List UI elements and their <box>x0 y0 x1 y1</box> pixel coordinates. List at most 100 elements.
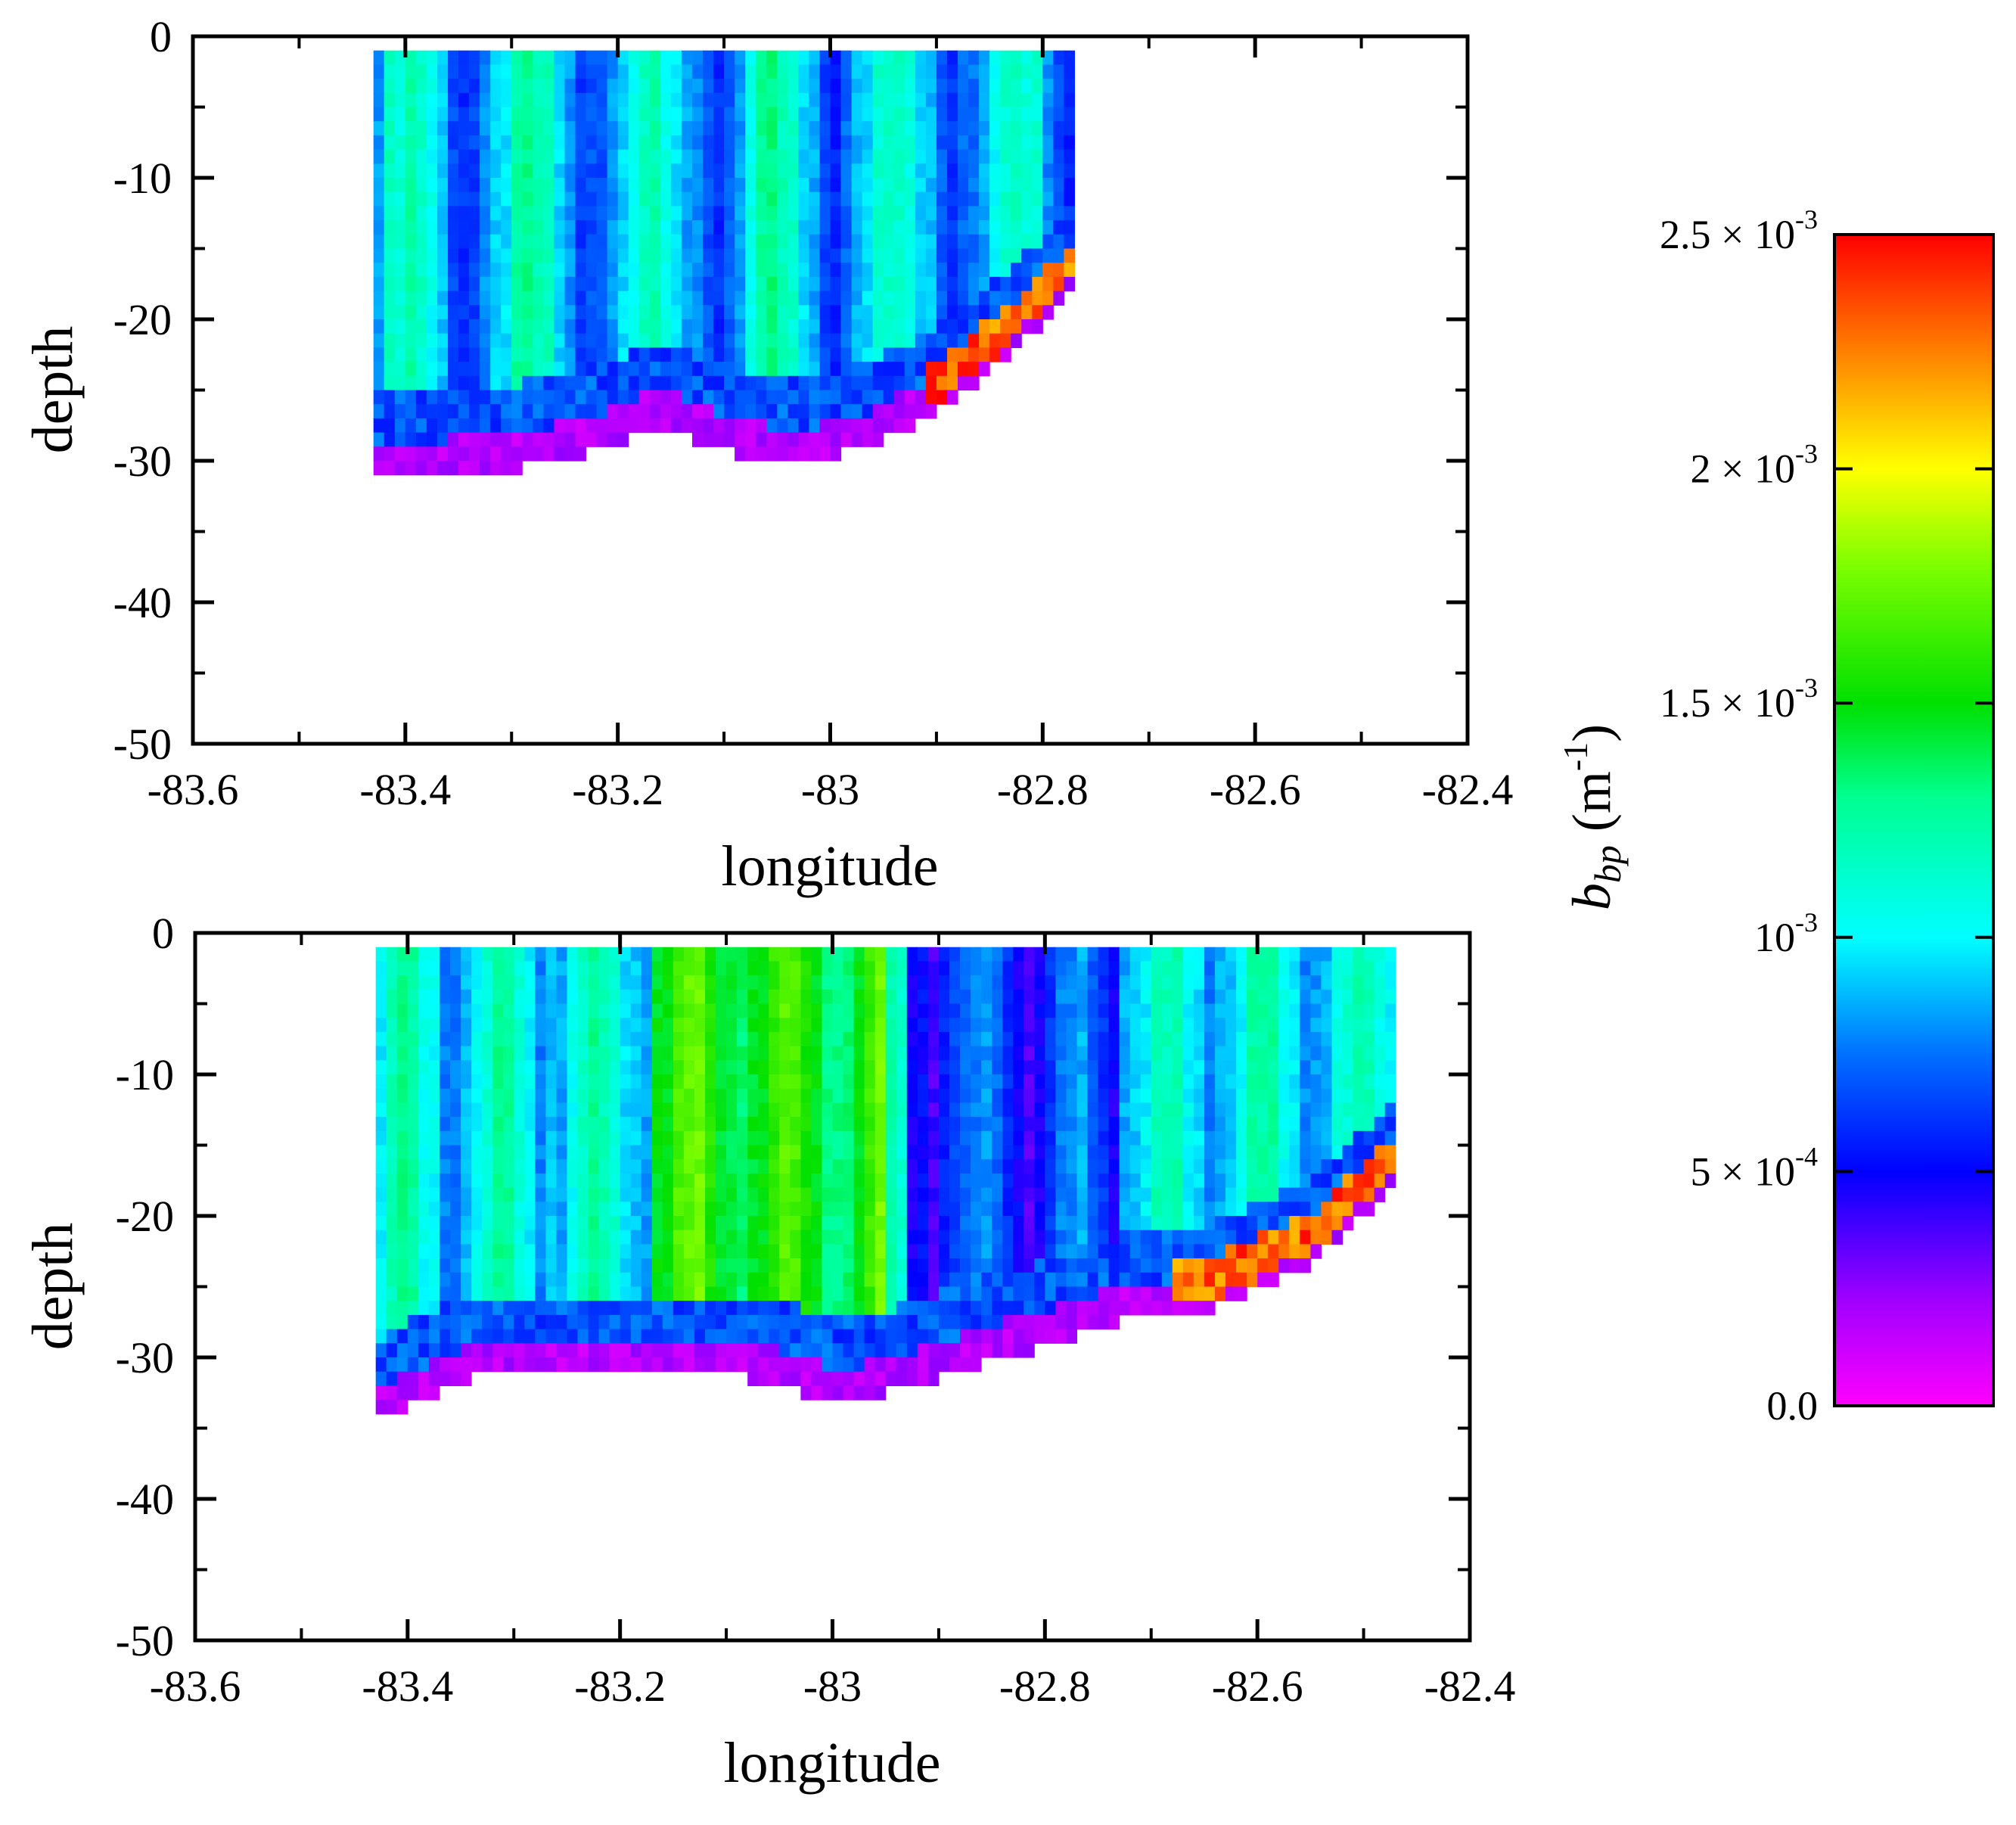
heatmap-cell <box>874 1088 887 1103</box>
heatmap-cell <box>1384 1088 1396 1103</box>
heatmap-cell <box>713 276 725 292</box>
heatmap-cell <box>692 220 704 235</box>
heatmap-cell <box>906 1117 918 1132</box>
heatmap-cell <box>524 1159 536 1174</box>
heatmap-cell <box>832 1286 844 1301</box>
heatmap-cell <box>822 1117 834 1132</box>
heatmap-cell <box>373 432 385 447</box>
heatmap-cell <box>1087 1159 1099 1174</box>
heatmap-cell <box>567 989 579 1005</box>
heatmap-cell <box>490 333 502 348</box>
heatmap-cell <box>524 1258 536 1273</box>
heatmap-cell <box>681 220 693 235</box>
heatmap-cell <box>927 975 940 990</box>
heatmap-cell <box>535 1301 546 1316</box>
heatmap-cell <box>440 1060 451 1075</box>
heatmap-cell <box>564 121 576 136</box>
heatmap-cell <box>713 178 725 193</box>
heatmap-cell <box>1045 1286 1056 1301</box>
heatmap-cell <box>756 191 767 207</box>
heatmap-cell <box>874 1385 887 1401</box>
heatmap-cell <box>535 1258 546 1273</box>
heatmap-cell <box>556 1301 567 1316</box>
heatmap-cell <box>522 362 533 377</box>
heatmap-cell <box>588 947 600 962</box>
heatmap-cell <box>1055 1216 1067 1231</box>
heatmap-cell <box>524 1329 536 1344</box>
heatmap-cell <box>450 975 461 990</box>
heatmap-cell <box>482 1046 493 1061</box>
heatmap-cell <box>673 1329 685 1344</box>
heatmap-cell <box>450 1130 461 1146</box>
heatmap-cell <box>958 135 969 151</box>
heatmap-cell <box>394 206 406 221</box>
heatmap-cell <box>514 1301 525 1316</box>
heatmap-cell <box>874 1046 887 1061</box>
heatmap-cell <box>1182 989 1194 1005</box>
heatmap-cell <box>758 1314 769 1330</box>
heatmap-cell <box>384 206 396 221</box>
heatmap-cell <box>651 961 663 976</box>
heatmap-cell <box>692 79 704 94</box>
heatmap-cell <box>883 404 895 419</box>
heatmap-cell <box>769 1046 780 1061</box>
heatmap-cell <box>556 1018 567 1033</box>
heatmap-cell <box>713 92 725 108</box>
heatmap-cell <box>766 206 778 221</box>
heatmap-cell <box>543 191 554 207</box>
heatmap-cell <box>649 206 661 221</box>
heatmap-cell <box>906 1216 918 1231</box>
heatmap-cell <box>1331 1046 1343 1061</box>
heatmap-cell <box>737 947 748 962</box>
heatmap-cell <box>981 1159 992 1174</box>
heatmap-cell <box>1042 248 1054 263</box>
heatmap-cell <box>428 1088 440 1103</box>
heatmap-cell <box>662 1088 674 1103</box>
heatmap-cell <box>375 1258 387 1273</box>
heatmap-cell <box>927 1314 940 1330</box>
heatmap-cell <box>471 1343 483 1358</box>
heatmap-cell <box>1129 1046 1142 1061</box>
heatmap-cell <box>724 50 735 65</box>
heatmap-cell <box>777 121 788 136</box>
heatmap-cell <box>830 263 842 278</box>
heatmap-cell <box>769 961 780 976</box>
heatmap-cell <box>673 1046 685 1061</box>
heatmap-cell <box>840 333 853 348</box>
heatmap-cell <box>745 92 756 108</box>
heatmap-cell <box>769 1258 780 1273</box>
heatmap-cell <box>535 947 546 962</box>
heatmap-cell <box>407 947 419 962</box>
heatmap-cell <box>758 1357 769 1373</box>
heatmap-cell <box>375 1003 387 1018</box>
heatmap-cell <box>1140 1173 1152 1189</box>
heatmap-cell <box>482 975 493 990</box>
heatmap-cell <box>1225 1216 1237 1231</box>
heatmap-cell <box>800 1272 812 1288</box>
heatmap-cell <box>779 1216 791 1231</box>
heatmap-cell <box>396 961 408 976</box>
heatmap-cell <box>958 333 969 348</box>
heatmap-cell <box>1257 1272 1269 1288</box>
heatmap-cell <box>915 333 927 348</box>
heatmap-cell <box>822 1371 834 1386</box>
heatmap-cell <box>396 1202 408 1217</box>
heatmap-cell <box>737 1031 748 1047</box>
heatmap-cell <box>992 1301 1003 1316</box>
heatmap-cell <box>822 1074 834 1090</box>
heatmap-cell <box>1268 947 1279 962</box>
heatmap-cell <box>660 206 672 221</box>
heatmap-cell <box>1225 1244 1237 1259</box>
heatmap-cell <box>482 1343 493 1358</box>
heatmap-cell <box>1064 92 1075 108</box>
heatmap-cell <box>641 1173 653 1189</box>
heatmap-cell <box>1374 1018 1386 1033</box>
heatmap-cell <box>596 375 608 391</box>
heatmap-cell <box>1172 1046 1184 1061</box>
heatmap-cell <box>1247 1018 1258 1033</box>
heatmap-cell <box>405 461 417 476</box>
heatmap-cell <box>405 404 417 419</box>
heatmap-cell <box>1013 1130 1024 1146</box>
heatmap-cell <box>851 291 863 306</box>
heatmap-cell <box>874 1031 887 1047</box>
